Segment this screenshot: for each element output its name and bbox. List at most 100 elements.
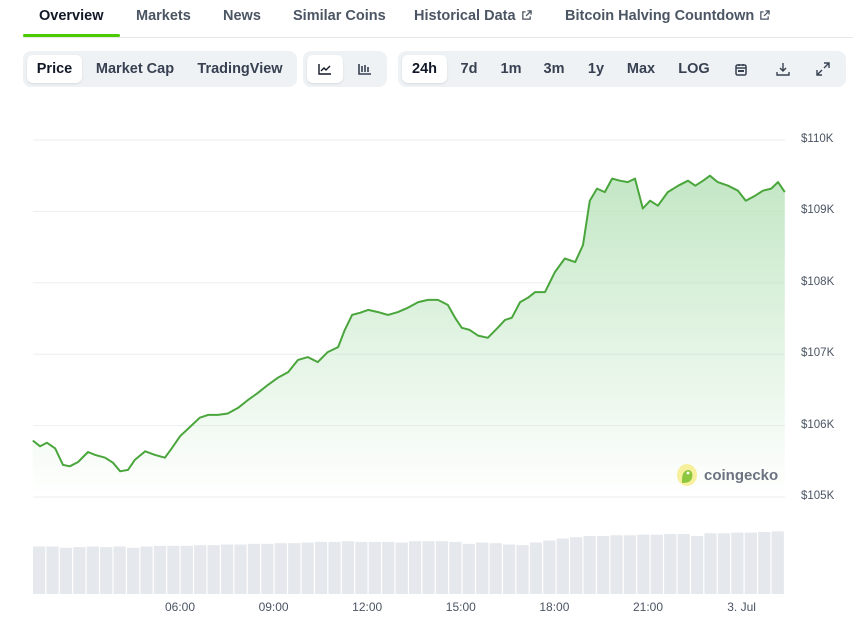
volume-bar: [33, 546, 46, 594]
volume-bar: [449, 541, 462, 594]
volume-bar: [704, 533, 717, 594]
x-tick-label: 3. Jul: [727, 600, 756, 614]
volume-bar: [489, 543, 502, 594]
range-7d-button[interactable]: 7d: [460, 61, 478, 77]
line-chart-button[interactable]: [307, 55, 343, 83]
volume-bar: [46, 546, 59, 594]
tab-bitcoin-halving-countdown[interactable]: Bitcoin Halving Countdown: [565, 8, 771, 24]
tab-news[interactable]: News: [223, 8, 261, 24]
coingecko-logo-icon: [677, 464, 697, 486]
calendar-button[interactable]: [726, 55, 756, 83]
volume-bar: [610, 535, 623, 594]
volume-bar: [86, 546, 99, 594]
volume-bar: [73, 547, 86, 594]
y-tick-label: $108K: [801, 275, 835, 288]
candlestick-chart-icon: [358, 64, 371, 75]
volume-bar: [731, 532, 744, 594]
volume-bar: [771, 531, 784, 594]
volume-bar: [341, 541, 355, 594]
volume-bar: [113, 546, 126, 594]
range-1m-button[interactable]: 1m: [500, 61, 522, 77]
volume-bar: [650, 534, 663, 594]
view-group: [303, 51, 387, 87]
tab-overview[interactable]: Overview: [39, 8, 104, 24]
x-tick-label: 09:00: [258, 600, 289, 614]
tradingview-button[interactable]: TradingView: [197, 61, 283, 77]
y-tick-label: $106K: [801, 418, 835, 431]
volume-bar: [315, 541, 328, 594]
volume-bar: [140, 546, 153, 594]
calendar-icon: [735, 64, 747, 76]
tab-historical-data[interactable]: Historical Data: [414, 8, 532, 24]
candlestick-chart-button[interactable]: [347, 55, 383, 83]
x-tick-label: 18:00: [539, 600, 570, 614]
x-tick-label: 15:00: [445, 600, 476, 614]
volume-bar: [623, 535, 637, 594]
y-tick-label: $110K: [801, 133, 834, 145]
range-24h-button[interactable]: 24h: [402, 55, 447, 83]
tab-label: Bitcoin Halving Countdown: [565, 8, 755, 24]
download-icon: [776, 63, 790, 76]
volume-bar: [100, 547, 113, 594]
volume-bar: [355, 541, 368, 594]
external-link-icon: [521, 10, 532, 20]
volume-bar: [744, 532, 757, 594]
volume-bar: [382, 541, 395, 594]
volume-bar: [301, 542, 314, 594]
volume-bar: [637, 534, 650, 594]
volume-bar: [221, 544, 234, 594]
volume-bar: [234, 544, 247, 594]
volume-bar: [529, 542, 543, 594]
volume-bar: [247, 543, 261, 594]
volume-bar: [422, 541, 435, 594]
volume-bar: [274, 543, 287, 594]
volume-bar: [409, 541, 422, 594]
x-tick-label: 21:00: [632, 600, 664, 614]
range-3m-button[interactable]: 3m: [543, 61, 565, 77]
volume-bar: [194, 545, 207, 594]
fullscreen-button[interactable]: [808, 55, 838, 83]
volume-bar: [153, 545, 167, 594]
x-tick-label: 12:00: [352, 600, 383, 614]
volume-bar: [328, 541, 341, 594]
market-cap-button[interactable]: Market Cap: [95, 61, 175, 77]
volume-bar: [503, 544, 516, 594]
range-max-button[interactable]: Max: [626, 61, 656, 77]
volume-bar: [462, 543, 475, 594]
y-tick-label: $107K: [801, 347, 835, 360]
volume-bar: [288, 543, 301, 594]
volume-bar: [180, 545, 193, 594]
volume-bar: [516, 545, 529, 594]
volume-bar: [435, 541, 449, 594]
tab-bar: Overview Markets News Similar Coins Hist…: [23, 0, 853, 38]
fullscreen-icon: [816, 62, 830, 76]
tab-markets[interactable]: Markets: [136, 8, 191, 24]
volume-bar: [717, 533, 731, 594]
y-tick-label: $109K: [801, 204, 835, 217]
external-link-icon: [760, 10, 771, 20]
range-1y-button[interactable]: 1y: [587, 61, 605, 77]
y-tick-label: $105K: [801, 490, 835, 502]
coingecko-watermark: coingecko: [676, 463, 778, 487]
download-button[interactable]: [768, 55, 798, 83]
volume-bar: [368, 541, 381, 594]
tab-similar-coins[interactable]: Similar Coins: [293, 8, 386, 24]
volume-bar: [395, 542, 408, 594]
watermark-text: coingecko: [704, 466, 779, 484]
volume-bar: [570, 537, 583, 594]
x-tick-label: 06:00: [164, 600, 196, 614]
volume-bar: [664, 533, 677, 594]
log-scale-button[interactable]: LOG: [678, 61, 710, 77]
price-button[interactable]: Price: [27, 55, 82, 83]
volume-bar: [543, 540, 556, 594]
volume-bar: [59, 547, 73, 594]
price-area-fill: [32, 175, 785, 497]
volume-bar: [691, 535, 704, 594]
tab-label: Historical Data: [414, 8, 516, 24]
volume-bar: [597, 535, 610, 594]
volume-bar: [677, 533, 690, 594]
volume-bar: [167, 545, 180, 594]
price-line: [32, 174, 786, 473]
volume-bar: [556, 538, 569, 594]
